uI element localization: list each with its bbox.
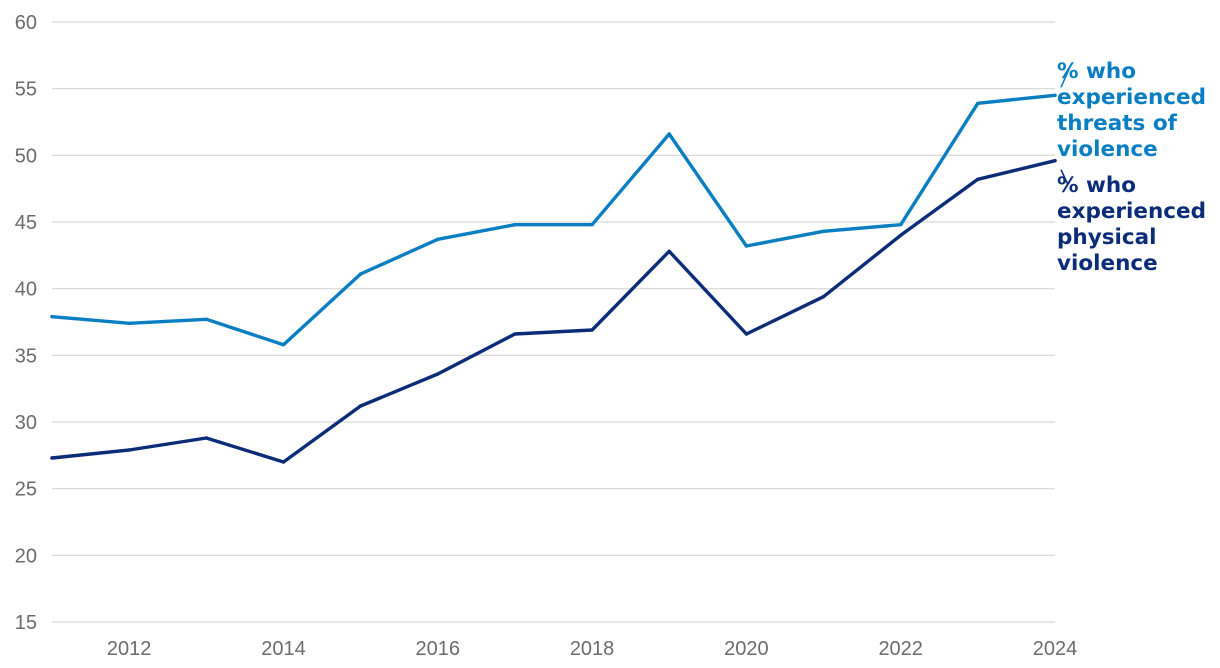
data-point-threats-2024 — [1053, 93, 1057, 98]
series-label-line: % who — [1057, 59, 1136, 84]
data-point-physical-2022 — [898, 233, 903, 238]
series-line-threats — [50, 93, 1057, 347]
data-point-physical-2020 — [744, 332, 749, 336]
y-tick-label: 60 — [15, 12, 37, 34]
series-label-line: physical — [1057, 225, 1157, 250]
series-label-line: experienced — [1057, 85, 1206, 110]
data-point-physical-2021 — [821, 294, 826, 299]
x-tick-label: 2014 — [261, 638, 306, 660]
data-point-physical-2015 — [358, 404, 363, 408]
x-tick-label: 2016 — [416, 638, 461, 660]
grid-layer — [52, 21, 1055, 623]
data-point-threats-2014 — [281, 342, 286, 347]
data-point-physical-2018 — [590, 328, 594, 332]
data-point-threats-2011 — [50, 314, 54, 319]
x-tick-label: 2020 — [724, 638, 769, 660]
series-label-line: violence — [1057, 251, 1158, 276]
data-point-threats-2021 — [821, 229, 826, 234]
y-tick-label: 50 — [15, 145, 37, 167]
y-tick-label: 40 — [15, 279, 37, 301]
data-point-physical-2019 — [667, 249, 671, 254]
data-point-physical-2012 — [127, 448, 131, 452]
series-label-line: threats of — [1057, 111, 1178, 136]
y-tick-label: 15 — [15, 612, 37, 634]
data-point-threats-2018 — [590, 222, 594, 227]
series-label-line: violence — [1057, 137, 1158, 162]
data-point-physical-2023 — [976, 177, 980, 182]
x-tick-label: 2024 — [1033, 638, 1078, 660]
x-tick-label: 2018 — [570, 638, 615, 660]
y-tick-label: 45 — [15, 212, 37, 234]
data-point-physical-2013 — [204, 436, 209, 440]
data-point-threats-2016 — [436, 237, 440, 242]
data-point-threats-2023 — [976, 101, 980, 106]
y-tick-label: 20 — [15, 545, 37, 567]
data-point-physical-2017 — [513, 332, 517, 336]
y-tick-label: 25 — [15, 479, 37, 501]
x-tick-label: 2012 — [107, 638, 152, 660]
y-tick-label: 35 — [15, 345, 37, 367]
data-point-threats-2012 — [127, 321, 131, 326]
data-point-threats-2015 — [358, 272, 363, 276]
series-label-line: % who — [1057, 173, 1136, 198]
data-point-threats-2013 — [204, 317, 209, 322]
y-tick-label: 55 — [15, 79, 37, 101]
data-point-threats-2017 — [513, 222, 517, 227]
data-point-threats-2022 — [898, 222, 903, 227]
y-tick-label: 30 — [15, 412, 37, 434]
x-axis-ticks: 2012 2014 2016 2018 2020 2022 2024 — [107, 638, 1077, 660]
data-point-physical-2011 — [50, 456, 54, 460]
data-point-threats-2019 — [667, 132, 671, 136]
series-label-line: experienced — [1057, 199, 1206, 224]
label-connector-physical — [1060, 169, 1069, 186]
series-line-physical — [50, 158, 1057, 464]
data-point-threats-2020 — [744, 244, 749, 248]
label-connector-threats — [1060, 69, 1070, 88]
series-layer — [50, 93, 1057, 464]
x-tick-label: 2022 — [878, 638, 923, 660]
data-point-physical-2016 — [436, 372, 440, 376]
data-point-physical-2024 — [1053, 158, 1057, 163]
y-axis-ticks: 15 20 25 30 35 40 45 50 55 60 — [15, 12, 37, 634]
data-point-physical-2014 — [281, 460, 286, 464]
